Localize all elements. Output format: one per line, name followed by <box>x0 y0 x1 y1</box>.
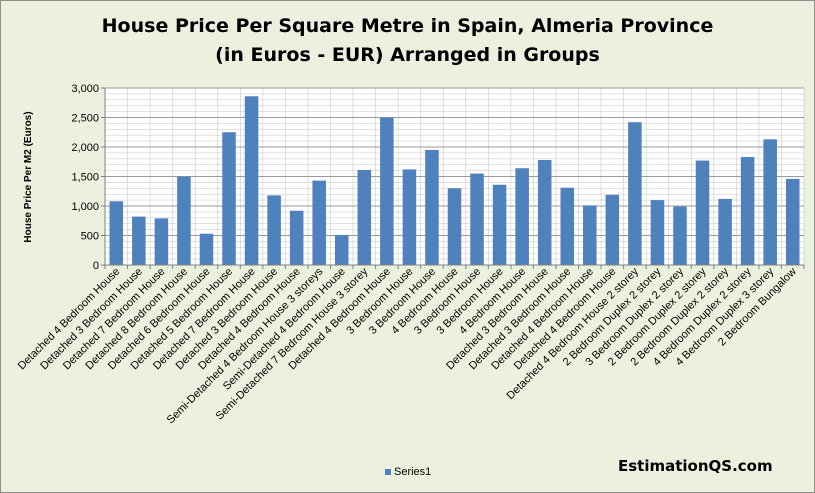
bar <box>740 157 755 265</box>
bar <box>695 160 710 265</box>
bar <box>222 132 236 265</box>
legend: Series1 <box>385 466 431 478</box>
bar <box>492 184 507 265</box>
bars <box>109 96 800 265</box>
bar <box>425 149 439 265</box>
bar <box>402 169 417 265</box>
y-tick-label: 0 <box>93 260 99 272</box>
legend-swatch <box>385 469 391 475</box>
bar <box>177 176 191 265</box>
axes <box>101 87 805 269</box>
bar <box>244 96 259 265</box>
bar <box>289 210 304 265</box>
y-tick-label: 3,000 <box>71 83 99 95</box>
bar <box>154 218 169 265</box>
bar <box>447 188 462 265</box>
y-tick-label: 2,000 <box>71 142 99 154</box>
watermark-text: EstimationQS.com <box>618 457 773 475</box>
bar <box>109 201 124 265</box>
legend-label: Series1 <box>394 466 432 478</box>
bar <box>334 234 349 265</box>
y-tick-label: 1,000 <box>71 201 99 213</box>
bar <box>560 187 575 265</box>
bar <box>357 170 372 265</box>
y-tick-label: 1,500 <box>71 172 99 184</box>
bar <box>785 178 800 265</box>
bar <box>470 173 484 265</box>
bar <box>132 216 146 265</box>
bar <box>583 205 597 265</box>
y-tick-label: 2,500 <box>71 113 99 125</box>
bar <box>673 206 687 265</box>
chart-title-line-1: House Price Per Square Metre in Spain, A… <box>101 15 714 37</box>
bar <box>199 233 214 265</box>
y-tick-labels: 0 500 1,000 1,500 2,000 2,500 3,000 <box>71 83 99 272</box>
bar <box>267 195 281 265</box>
bar <box>380 117 394 265</box>
bar <box>515 168 529 265</box>
chart-title: House Price Per Square Metre in Spain, A… <box>1 12 814 70</box>
bar <box>537 159 552 265</box>
bar <box>312 180 326 265</box>
bar <box>628 122 642 265</box>
bar <box>763 139 777 265</box>
chart-title-line-2: (in Euros - EUR) Arranged in Groups <box>215 44 600 66</box>
bar <box>605 194 620 265</box>
y-tick-label: 500 <box>81 231 99 243</box>
bar <box>650 200 665 265</box>
bar <box>718 198 732 265</box>
